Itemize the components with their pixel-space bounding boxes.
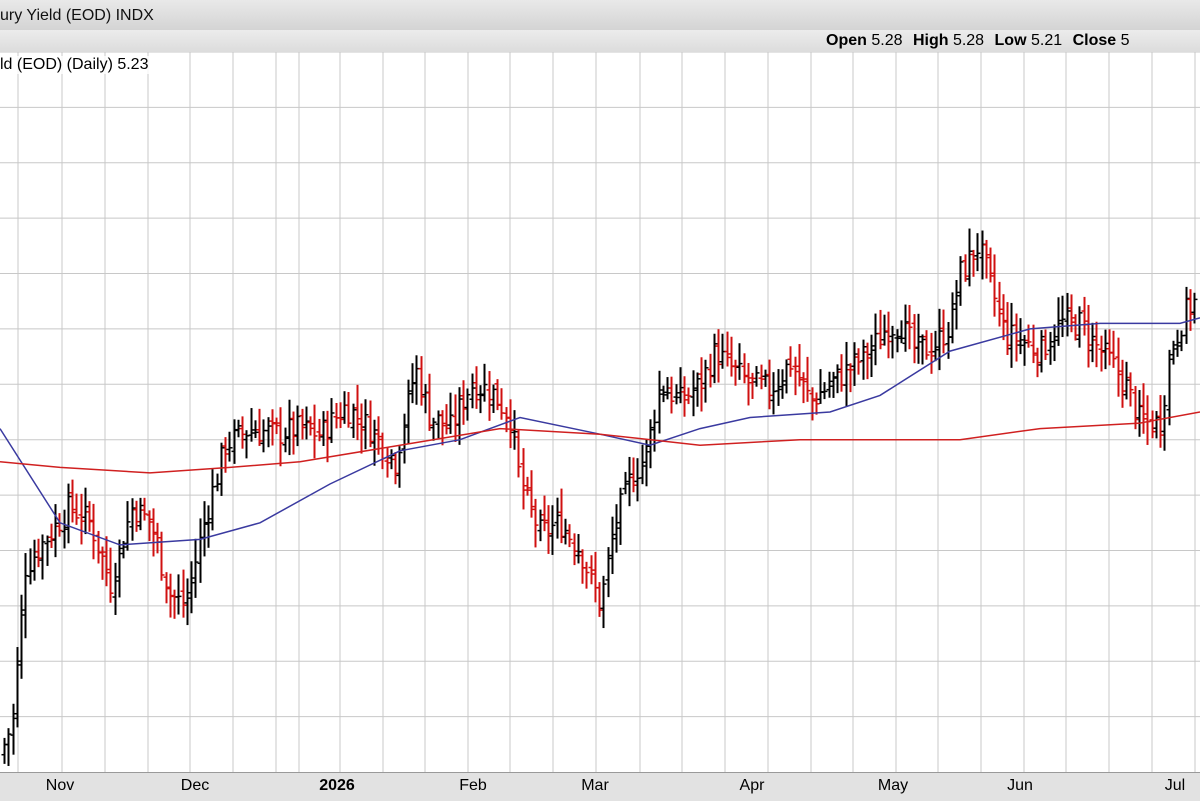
price-chart[interactable] bbox=[0, 52, 1200, 772]
x-tick-label: Mar bbox=[581, 777, 609, 794]
x-tick-label: 2026 bbox=[319, 777, 355, 794]
plot-background bbox=[0, 52, 1200, 772]
ohlc-readout: Open 5.28 High 5.28 Low 5.21 Close 5 bbox=[826, 32, 1136, 50]
open-value: 5.28 bbox=[871, 32, 903, 49]
moving-average-short-line bbox=[0, 317, 1200, 546]
close-value: 5 bbox=[1120, 32, 1130, 49]
x-axis: Nov Dec 2026 Feb Mar Apr May Jun Jul bbox=[0, 772, 1200, 801]
x-tick-label: Nov bbox=[45, 777, 75, 794]
high-value: 5.28 bbox=[952, 32, 985, 49]
x-tick-label: Apr bbox=[739, 777, 765, 794]
low-label: Low bbox=[994, 32, 1027, 49]
title-bar: ury Yield (EOD) INDX bbox=[0, 0, 1200, 31]
chart-title: ury Yield (EOD) INDX bbox=[0, 7, 154, 24]
x-tick-label: May bbox=[877, 777, 909, 794]
high-label: High bbox=[912, 32, 949, 49]
x-tick-label: Jul bbox=[1164, 777, 1186, 794]
close-label: Close bbox=[1072, 32, 1117, 49]
x-tick-label: Dec bbox=[180, 777, 210, 794]
x-tick-label: Jun bbox=[1007, 777, 1033, 794]
x-tick-label: Feb bbox=[459, 777, 487, 794]
low-value: 5.21 bbox=[1030, 32, 1063, 49]
series-legend: ld (EOD) (Daily) 5.23 bbox=[0, 56, 153, 74]
open-label: Open bbox=[826, 32, 867, 49]
moving-average-long-line bbox=[0, 411, 1200, 474]
ohlc-bar: Open 5.28 High 5.28 Low 5.21 Close 5 bbox=[0, 30, 1200, 52]
